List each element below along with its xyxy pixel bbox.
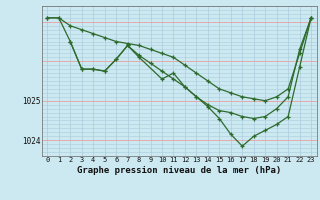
X-axis label: Graphe pression niveau de la mer (hPa): Graphe pression niveau de la mer (hPa) (77, 166, 281, 175)
